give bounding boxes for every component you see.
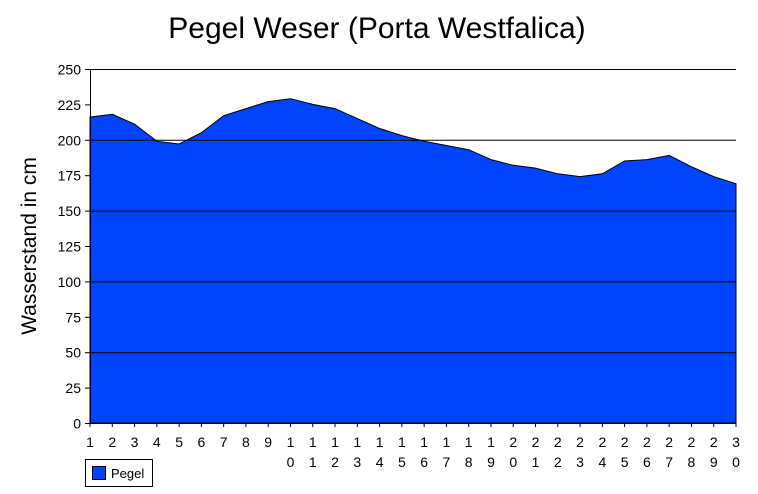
chart-title: Pegel Weser (Porta Westfalica) (168, 12, 586, 45)
y-tick-label: 75 (65, 309, 81, 325)
legend: Pegel (85, 459, 153, 487)
y-tick-label: 200 (58, 132, 82, 148)
legend-swatch (92, 466, 106, 480)
area-series-pegel (89, 98, 737, 424)
y-tick-label: 250 (58, 62, 82, 78)
x-tick-label: 8 (242, 434, 250, 450)
y-tick-label: 100 (58, 274, 82, 290)
x-tick-label: 7 (220, 434, 228, 450)
x-tick-label: 1 (86, 434, 94, 450)
legend-label: Pegel (111, 465, 145, 481)
y-tick-label: 175 (58, 168, 82, 184)
x-tick-label: 2 (108, 434, 116, 450)
y-tick-label: 0 (73, 416, 81, 432)
x-tick-label: 9 (264, 434, 272, 450)
x-tick-label: 6 (197, 434, 205, 450)
x-tick-label: 5 (175, 434, 183, 450)
x-tick-label: 4 (153, 434, 161, 450)
y-tick-label: 225 (58, 97, 82, 113)
x-tick-label: 3 (131, 434, 139, 450)
y-tick-label: 150 (58, 203, 82, 219)
y-tick-label: 25 (65, 380, 81, 396)
y-tick-label: 125 (58, 239, 82, 255)
y-tick-label: 50 (65, 345, 81, 361)
